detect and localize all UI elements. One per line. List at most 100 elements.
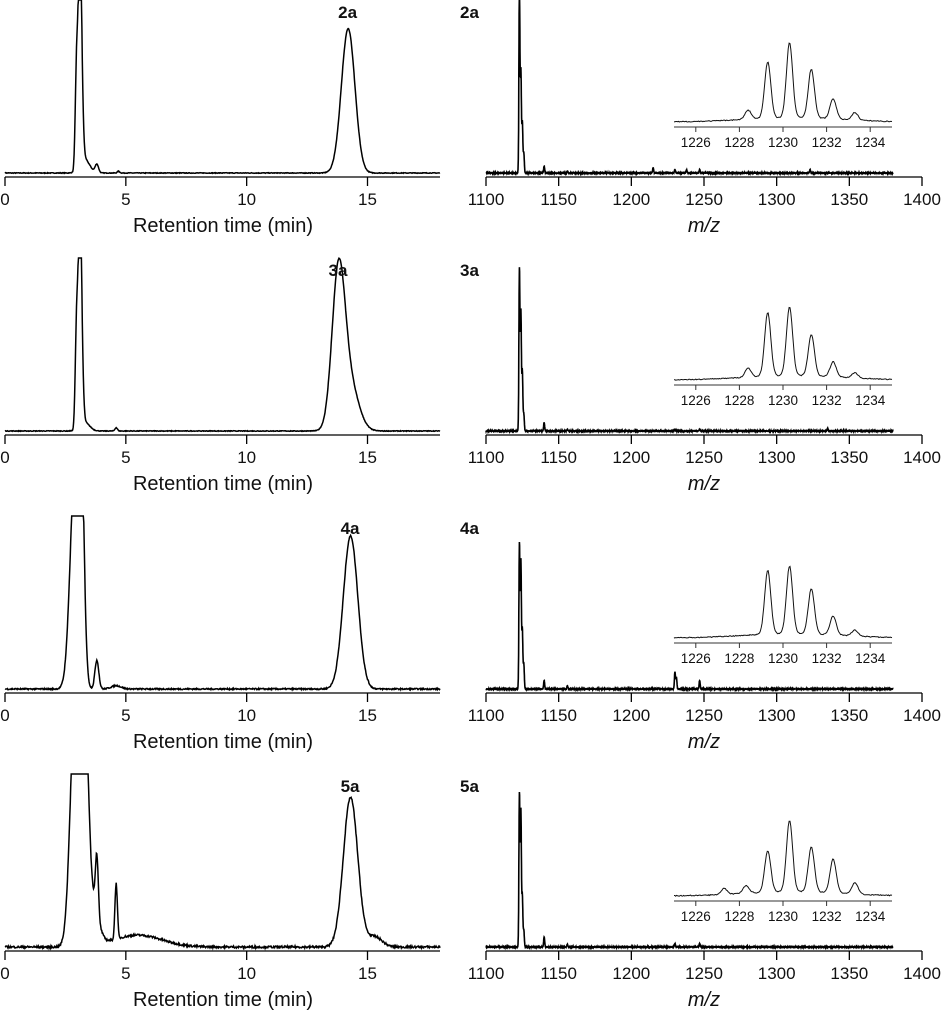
inset-tick-label: 1228 <box>724 135 754 150</box>
inset-tick-label: 1226 <box>681 135 711 150</box>
inset-tick-label: 1234 <box>855 135 886 150</box>
isotope-inset: 1226 1228 1230 1232 1234 <box>674 820 893 924</box>
x-tick-label: 1200 <box>612 964 650 983</box>
x-tick-label: 1300 <box>758 190 796 209</box>
x-tick-label: 1250 <box>685 706 723 725</box>
compound-label: 4a <box>341 519 360 538</box>
x-tick-label: 1200 <box>612 706 650 725</box>
panel-chromatogram-4a: 0 5 10 15 Retention time (min) 4a <box>0 515 441 753</box>
x-tick-label: 1150 <box>540 706 577 725</box>
x-tick-label: 1350 <box>830 448 868 467</box>
data-trace <box>4 0 441 175</box>
x-tick-label: 0 <box>0 448 9 467</box>
x-tick-label: 1300 <box>758 964 796 983</box>
inset-tick-label: 1232 <box>812 393 842 408</box>
x-axis-title: Retention time (min) <box>133 215 313 237</box>
x-tick-label: 1400 <box>903 706 941 725</box>
x-tick-label: 1150 <box>540 964 577 983</box>
panel-chromatogram-2a: 0 5 10 15 Retention time (min) 2a <box>0 0 441 237</box>
panel-chromatogram-5a: 0 5 10 15 Retention time (min) 5a <box>0 773 441 1011</box>
x-tick-label: 10 <box>237 448 256 467</box>
panel-chromatogram-3a: 0 5 10 15 Retention time (min) 3a <box>0 257 441 495</box>
x-axis-title: m/z <box>688 989 720 1011</box>
compound-label: 3a <box>329 261 348 280</box>
inset-trace <box>673 42 893 123</box>
x-tick-label: 5 <box>121 706 130 725</box>
inset-tick-label: 1230 <box>768 135 798 150</box>
x-tick-label: 15 <box>358 190 377 209</box>
x-tick-label: 10 <box>237 190 256 209</box>
x-tick-label: 15 <box>358 706 377 725</box>
x-tick-label: 5 <box>121 448 130 467</box>
x-tick-label: 1150 <box>540 190 577 209</box>
x-tick-label: 1400 <box>903 448 941 467</box>
x-tick-label: 1250 <box>685 964 723 983</box>
inset-tick-label: 1232 <box>812 135 842 150</box>
x-tick-label: 1200 <box>612 448 650 467</box>
inset-tick-label: 1228 <box>724 651 754 666</box>
x-tick-label: 0 <box>0 190 9 209</box>
inset-tick-label: 1234 <box>855 651 886 666</box>
inset-trace <box>674 820 893 897</box>
compound-label: 3a <box>460 261 479 280</box>
data-trace <box>485 0 894 177</box>
compound-label: 2a <box>338 3 357 22</box>
inset-tick-label: 1226 <box>681 393 711 408</box>
data-trace <box>485 541 894 693</box>
x-tick-label: 15 <box>358 964 377 983</box>
inset-tick-label: 1234 <box>855 909 886 924</box>
inset-trace <box>674 306 893 381</box>
compound-label: 5a <box>341 777 360 796</box>
data-trace <box>4 257 441 433</box>
data-trace <box>485 791 894 951</box>
x-tick-label: 0 <box>0 706 9 725</box>
x-tick-label: 10 <box>237 706 256 725</box>
data-trace <box>4 515 441 692</box>
compound-label: 5a <box>460 777 479 796</box>
x-tick-label: 1200 <box>612 190 650 209</box>
x-tick-label: 1100 <box>468 964 505 983</box>
x-axis-title: Retention time (min) <box>133 731 313 753</box>
x-tick-label: 1300 <box>758 706 796 725</box>
inset-tick-label: 1230 <box>768 651 798 666</box>
inset-tick-label: 1226 <box>681 909 711 924</box>
x-tick-label: 1250 <box>685 448 723 467</box>
data-trace <box>485 267 894 435</box>
x-tick-label: 1100 <box>468 190 505 209</box>
x-axis-title: Retention time (min) <box>133 473 313 495</box>
compound-label: 2a <box>460 3 479 22</box>
x-tick-label: 1100 <box>468 448 505 467</box>
x-tick-label: 1100 <box>468 706 505 725</box>
x-tick-label: 0 <box>0 964 9 983</box>
x-tick-label: 1300 <box>758 448 796 467</box>
x-tick-label: 5 <box>121 190 130 209</box>
x-tick-label: 15 <box>358 448 377 467</box>
x-tick-label: 1350 <box>830 964 868 983</box>
x-axis-title: Retention time (min) <box>133 989 313 1011</box>
inset-tick-label: 1230 <box>768 909 798 924</box>
inset-tick-label: 1234 <box>855 393 886 408</box>
x-tick-label: 1400 <box>903 964 941 983</box>
inset-tick-label: 1232 <box>812 651 842 666</box>
x-axis-title: m/z <box>688 215 720 237</box>
x-tick-label: 10 <box>237 964 256 983</box>
inset-tick-label: 1232 <box>812 909 842 924</box>
isotope-inset: 1226 1228 1230 1232 1234 <box>674 306 893 408</box>
inset-tick-label: 1230 <box>768 393 798 408</box>
data-trace <box>4 773 441 951</box>
isotope-inset: 1226 1228 1230 1232 1234 <box>673 42 893 150</box>
isotope-inset: 1226 1228 1230 1232 1234 <box>673 565 893 666</box>
inset-trace <box>673 565 893 639</box>
x-tick-label: 1400 <box>903 190 941 209</box>
x-tick-label: 1150 <box>540 448 577 467</box>
x-tick-label: 1350 <box>830 706 868 725</box>
x-tick-label: 1250 <box>685 190 723 209</box>
x-axis-title: m/z <box>688 731 720 753</box>
inset-tick-label: 1228 <box>724 909 754 924</box>
x-axis-title: m/z <box>688 473 720 495</box>
